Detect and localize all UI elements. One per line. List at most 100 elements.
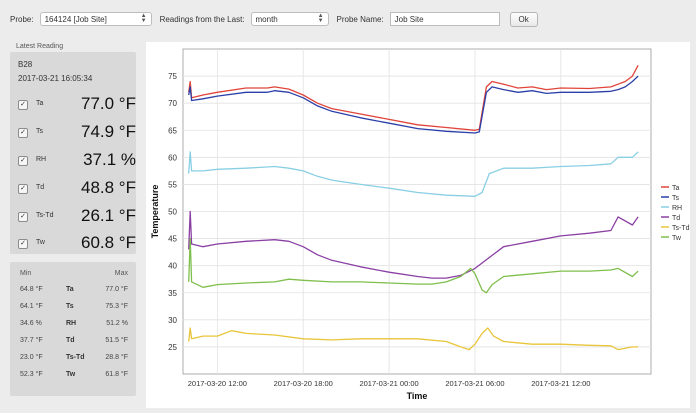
max-value: 28.8 °F: [105, 354, 128, 361]
series-line-td: [188, 210, 639, 279]
series-line-ts: [188, 75, 639, 134]
readings-select[interactable]: month ▲ ▼: [250, 12, 329, 26]
min-max-row: 64.8 °F Ta 77.0 °F: [10, 286, 136, 300]
reading-timestamp: 2017-03-21 16:05:34: [18, 74, 93, 83]
latest-value: 37.1 %: [83, 150, 136, 169]
probe-select-value: 164124 [Job Site]: [44, 14, 107, 24]
latest-label: Tw: [36, 239, 45, 246]
y-axis-label: Temperature: [150, 185, 160, 239]
series-lines: [188, 64, 639, 351]
latest-value: 74.9 °F: [81, 122, 136, 141]
readings-label: Readings from the Last:: [159, 14, 245, 24]
max-value: 51.5 °F: [105, 337, 128, 344]
latest-value: 60.8 °F: [81, 233, 136, 252]
latest-value: 26.1 °F: [81, 206, 136, 225]
grid: [183, 49, 651, 374]
toolbar: Probe: 164124 [Job Site] ▲ ▼ Readings fro…: [0, 0, 696, 38]
probe-name-label: Probe Name:: [336, 14, 384, 24]
series-line-tw: [188, 237, 639, 294]
latest-row-td: ✓ Td 48.8 °F: [18, 178, 138, 198]
y-tick-label: 45: [168, 235, 177, 244]
min-max-row: 34.6 % RH 51.2 %: [10, 320, 136, 334]
measure-name: Ta: [66, 286, 74, 293]
x-tick-label: 2017-03-21 06:00: [445, 379, 504, 388]
measure-name: Td: [66, 337, 75, 344]
ok-button[interactable]: Ok: [509, 11, 538, 27]
min-value: 64.8 °F: [20, 286, 43, 293]
max-value: 77.0 °F: [105, 286, 128, 293]
latest-reading-panel: B28 2017-03-21 16:05:34 ✓ Ta 77.0 °F ✓ T…: [10, 52, 136, 254]
latest-row-rh: ✓ RH 37.1 %: [18, 150, 138, 170]
latest-row-ts: ✓ Ts 74.9 °F: [18, 122, 138, 142]
max-header: Max: [114, 270, 128, 277]
updown-arrows-icon: ▲ ▼: [317, 13, 324, 24]
x-tick-label: 2017-03-20 12:00: [188, 379, 247, 388]
y-tick-label: 35: [168, 289, 177, 298]
rh-checkbox[interactable]: ✓: [18, 156, 28, 166]
latest-label: Ta: [36, 100, 44, 107]
min-max-panel: Min Max 64.8 °F Ta 77.0 °F 64.1 °F Ts 75…: [10, 262, 136, 396]
latest-row-ts-td: ✓ Ts-Td 26.1 °F: [18, 206, 138, 226]
latest-row-tw: ✓ Tw 60.8 °F: [18, 233, 138, 253]
max-value: 61.8 °F: [105, 371, 128, 378]
measure-name: Tw: [66, 371, 76, 378]
td-checkbox[interactable]: ✓: [18, 184, 28, 194]
readings-select-value: month: [255, 14, 278, 24]
y-tick-label: 40: [168, 262, 177, 271]
min-max-row: 64.1 °F Ts 75.3 °F: [10, 303, 136, 317]
min-value: 37.7 °F: [20, 337, 43, 344]
series-line-rh: [188, 151, 639, 197]
y-tick-label: 70: [168, 99, 177, 108]
min-value: 52.3 °F: [20, 371, 43, 378]
ts-td-checkbox[interactable]: ✓: [18, 212, 28, 222]
probe-select[interactable]: 164124 [Job Site] ▲ ▼: [39, 12, 152, 26]
series-line-ts-td: [188, 327, 639, 351]
y-axis-ticks: 25 30 35 40 45 50 55 60 65 70 75: [168, 72, 177, 352]
latest-label: RH: [36, 156, 47, 163]
latest-label: Td: [36, 184, 45, 191]
latest-reading-title: Latest Reading: [16, 43, 64, 50]
tw-checkbox[interactable]: ✓: [18, 239, 28, 249]
legend-label: Ts-Td: [672, 225, 690, 232]
min-max-row: 37.7 °F Td 51.5 °F: [10, 337, 136, 351]
x-axis-ticks: 2017-03-20 12:00 2017-03-20 18:00 2017-03-…: [188, 379, 591, 388]
legend-label: Td: [672, 215, 680, 222]
legend: Ta Ts RH Td Ts-Td Tw: [661, 185, 690, 242]
legend-label: Tw: [672, 235, 682, 242]
y-tick-label: 75: [168, 72, 177, 81]
latest-value: 48.8 °F: [81, 178, 136, 197]
probe-name-input[interactable]: Job Site: [389, 12, 500, 26]
ts-checkbox[interactable]: ✓: [18, 128, 28, 138]
legend-label: RH: [672, 205, 682, 212]
latest-label: Ts-Td: [36, 212, 54, 219]
x-tick-label: 2017-03-21 12:00: [531, 379, 590, 388]
min-max-row: 23.0 °F Ts-Td 28.8 °F: [10, 354, 136, 368]
chart-panel: 25 30 35 40 45 50 55 60 65 70 75 2017-03-20 12:00 2…: [146, 42, 690, 408]
reading-id: B28: [18, 60, 33, 69]
measure-name: Ts-Td: [66, 354, 85, 361]
y-tick-label: 30: [168, 316, 177, 325]
min-value: 64.1 °F: [20, 303, 43, 310]
min-value: 23.0 °F: [20, 354, 43, 361]
latest-label: Ts: [36, 128, 43, 135]
y-tick-label: 55: [168, 180, 177, 189]
latest-row-ta: ✓ Ta 77.0 °F: [18, 94, 138, 114]
x-axis-label: Time: [407, 391, 428, 401]
measure-name: Ts: [66, 303, 74, 310]
latest-value: 77.0 °F: [81, 94, 136, 113]
ta-checkbox[interactable]: ✓: [18, 100, 28, 110]
min-max-row: 52.3 °F Tw 61.8 °F: [10, 371, 136, 385]
y-tick-label: 50: [168, 208, 177, 217]
max-value: 51.2 %: [106, 320, 128, 327]
legend-label: Ts: [672, 195, 680, 202]
min-header: Min: [20, 270, 32, 277]
probe-label: Probe:: [10, 14, 34, 24]
min-value: 34.6 %: [20, 320, 42, 327]
y-tick-label: 65: [168, 126, 177, 135]
x-tick-label: 2017-03-21 00:00: [359, 379, 418, 388]
updown-arrows-icon: ▲ ▼: [140, 13, 147, 24]
x-tick-label: 2017-03-20 18:00: [274, 379, 333, 388]
y-tick-label: 60: [168, 153, 177, 162]
probe-name-value: Job Site: [394, 14, 424, 24]
